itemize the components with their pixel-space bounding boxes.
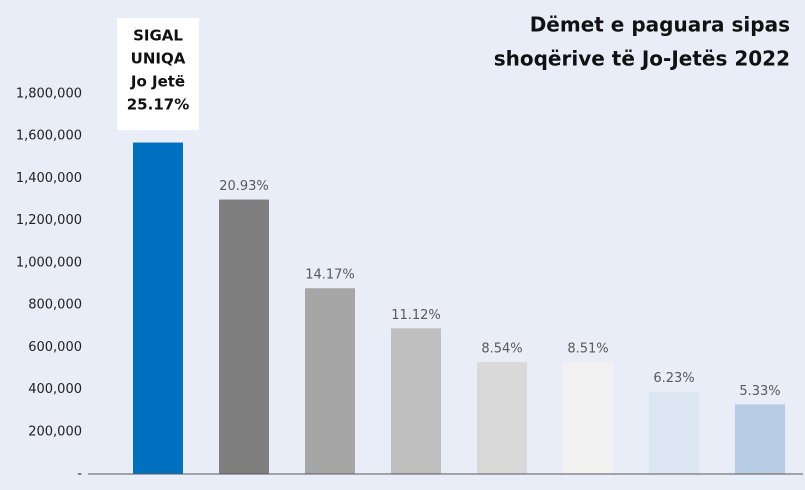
bar-label: 14.17%	[305, 268, 355, 283]
y-tick-label: -	[77, 467, 82, 482]
y-tick-label: 400,000	[28, 382, 82, 397]
bar-label: 8.51%	[567, 342, 608, 357]
bar	[391, 328, 441, 474]
y-tick-label: 1,800,000	[16, 87, 82, 102]
y-tick-label: 1,200,000	[16, 213, 82, 228]
bar	[219, 199, 269, 475]
callout-text: Jo Jetë	[130, 73, 185, 91]
bar-label: 20.93%	[219, 179, 269, 194]
bar	[649, 391, 699, 474]
bar-label: 5.33%	[739, 384, 780, 399]
y-tick-label: 1,400,000	[16, 171, 82, 186]
bar-label: 8.54%	[481, 342, 522, 357]
bar	[477, 362, 527, 474]
bar-label: 11.12%	[391, 308, 441, 323]
bar-label: 25.17%	[127, 96, 189, 114]
y-tick-label: 1,000,000	[16, 255, 82, 270]
y-tick-label: 600,000	[28, 340, 82, 355]
bar	[735, 404, 785, 474]
y-tick-label: 800,000	[28, 298, 82, 313]
bar	[305, 288, 355, 474]
y-tick-label: 1,600,000	[16, 129, 82, 144]
chart-title: Dëmet e paguara sipas	[530, 13, 790, 37]
chart-title: shoqërive të Jo-Jetës 2022	[494, 47, 790, 71]
callout-box	[117, 18, 199, 130]
y-tick-label: 200,000	[28, 424, 82, 439]
callout-text: UNIQA	[131, 50, 186, 68]
callout-text: SIGAL	[133, 27, 183, 45]
bar-label: 6.23%	[653, 371, 694, 386]
bar	[563, 362, 613, 474]
bar	[133, 142, 183, 475]
